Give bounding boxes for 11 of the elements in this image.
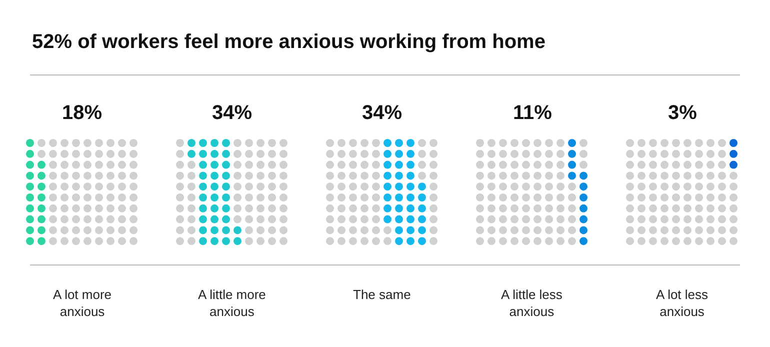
category-label: A little more anxious bbox=[198, 287, 266, 319]
category-label: A lot more anxious bbox=[53, 287, 112, 319]
data-label: 34% bbox=[212, 102, 252, 124]
text: 52% of workers feel more anxious working from home bbox=[32, 31, 546, 53]
data-label: 11% bbox=[513, 102, 552, 124]
data-label: 34% bbox=[362, 102, 402, 124]
data-label: 18% bbox=[62, 102, 102, 124]
data-label: 3% bbox=[668, 102, 698, 124]
category-label: A lot less anxious bbox=[656, 287, 709, 319]
category-label: A little less anxious bbox=[501, 287, 563, 319]
category-label: The same bbox=[353, 287, 411, 302]
